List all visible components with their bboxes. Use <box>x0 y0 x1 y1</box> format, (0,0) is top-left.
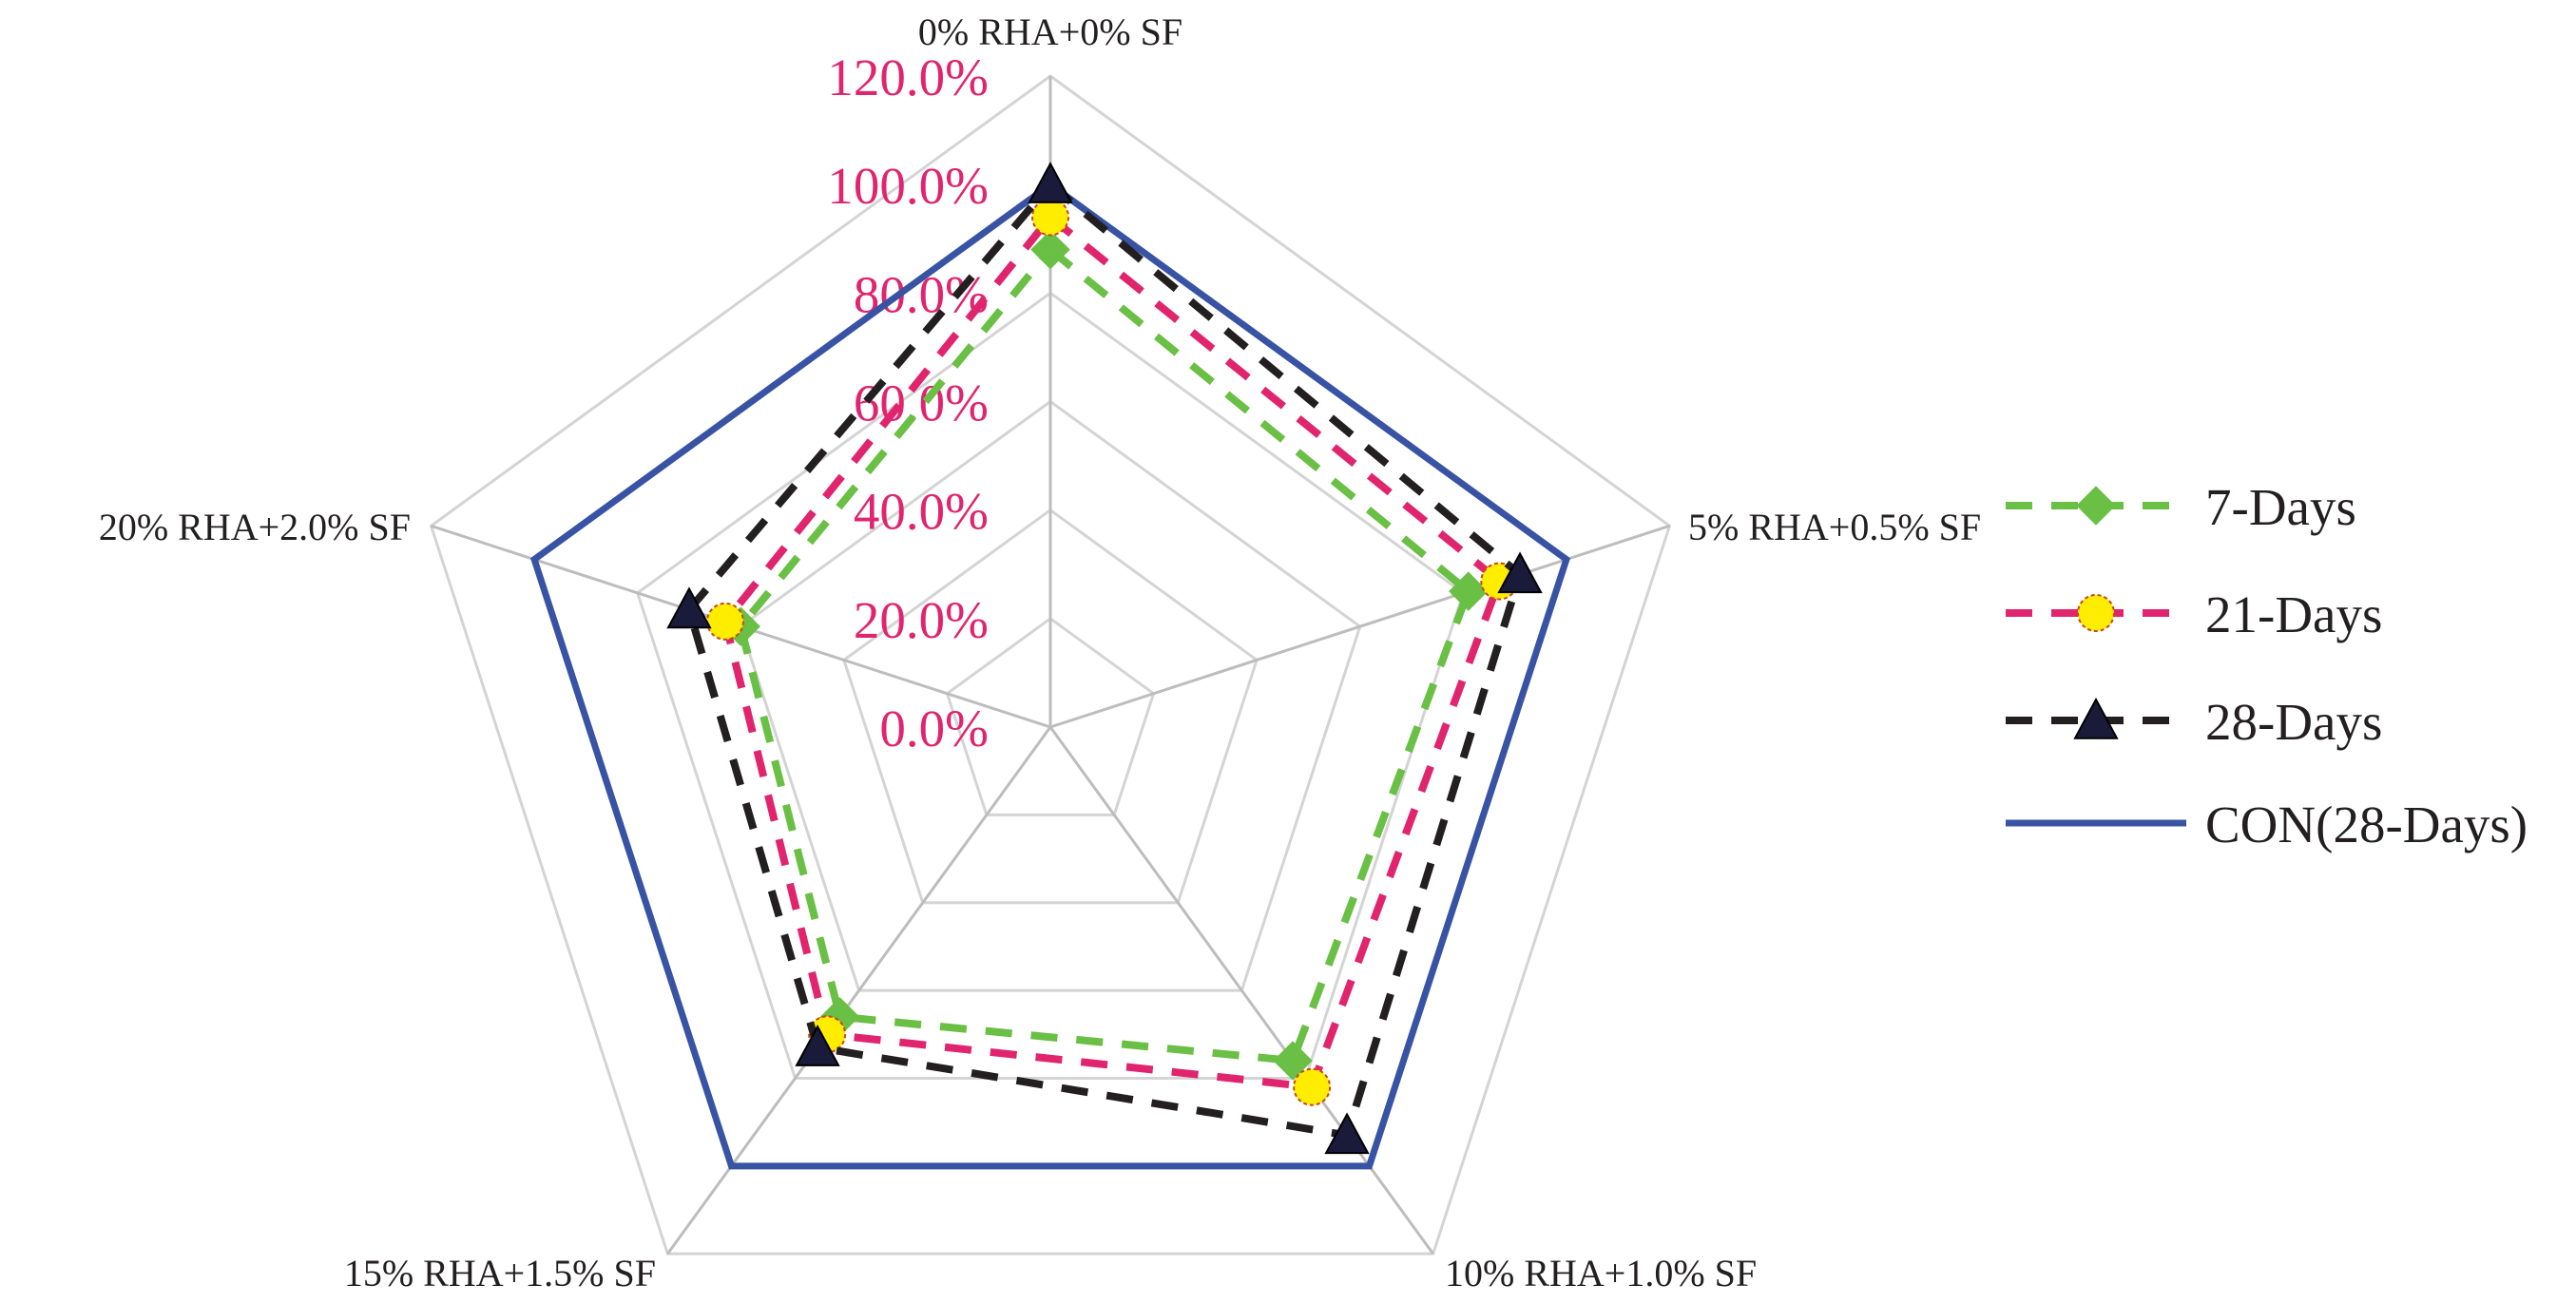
data-point-circle <box>1031 198 1069 237</box>
radial-axis <box>1049 524 1670 729</box>
series-7-days <box>721 229 1489 1081</box>
grid-ring <box>945 616 1156 816</box>
category-label: 0% RHA+0% SF <box>918 10 1182 53</box>
legend-item: 21-Days <box>2006 585 2382 643</box>
grid-ring <box>842 508 1259 905</box>
legend-item: CON(28-Days) <box>2006 796 2528 853</box>
legend: 7-Days 21-Days 28-Days CON(28-Days) <box>2006 478 2528 853</box>
category-label: 10% RHA+1.0% SF <box>1445 1252 1757 1294</box>
radial-tick-labels: 0.0%20.0%40.0%60.0%80.0%100.0%120.0% <box>827 48 989 757</box>
category-labels: 0% RHA+0% SF 5% RHA+0.5% SF 10% RHA+1.0% S… <box>99 10 1981 1294</box>
data-point-triangle <box>1497 551 1543 594</box>
category-label: 15% RHA+1.5% SF <box>344 1252 656 1294</box>
data-series <box>529 162 1571 1170</box>
category-label: 20% RHA+2.0% SF <box>99 506 411 548</box>
data-point-triangle <box>1028 162 1073 203</box>
data-point-diamond <box>2076 486 2116 526</box>
data-point-circle <box>1293 1067 1332 1106</box>
tick-label: 0.0% <box>879 700 989 757</box>
data-point-diamond <box>1030 229 1070 270</box>
grid-ring <box>635 291 1466 1080</box>
tick-label: 40.0% <box>854 483 989 541</box>
data-point-triangle <box>1324 1112 1370 1155</box>
data-point-circle <box>705 602 744 641</box>
legend-label: 7-Days <box>2205 478 2356 536</box>
data-point-triangle <box>666 586 712 629</box>
data-point-diamond <box>1449 571 1489 611</box>
legend-item: 7-Days <box>2006 478 2356 536</box>
tick-label: 100.0% <box>827 157 989 215</box>
series-line <box>529 180 1571 1170</box>
series-line <box>684 179 1525 1141</box>
legend-item: 28-Days <box>2006 693 2382 751</box>
series-28-days <box>666 162 1543 1155</box>
legend-label: CON(28-Days) <box>2205 796 2528 853</box>
tick-label: 20.0% <box>854 591 989 649</box>
series-line <box>721 211 1505 1092</box>
data-point-triangle <box>2073 697 2119 739</box>
series-line <box>736 244 1473 1065</box>
category-label: 5% RHA+0.5% SF <box>1688 506 1981 548</box>
grid-ring <box>429 74 1672 1256</box>
data-point-circle <box>2077 594 2115 632</box>
series-con-28-days- <box>529 180 1571 1170</box>
legend-label: 21-Days <box>2205 585 2382 643</box>
legend-label: 28-Days <box>2205 693 2382 751</box>
tick-label: 120.0% <box>827 48 989 106</box>
data-point-triangle <box>795 1025 840 1066</box>
data-point-diamond <box>1273 1041 1313 1081</box>
grid-ring <box>739 399 1362 992</box>
